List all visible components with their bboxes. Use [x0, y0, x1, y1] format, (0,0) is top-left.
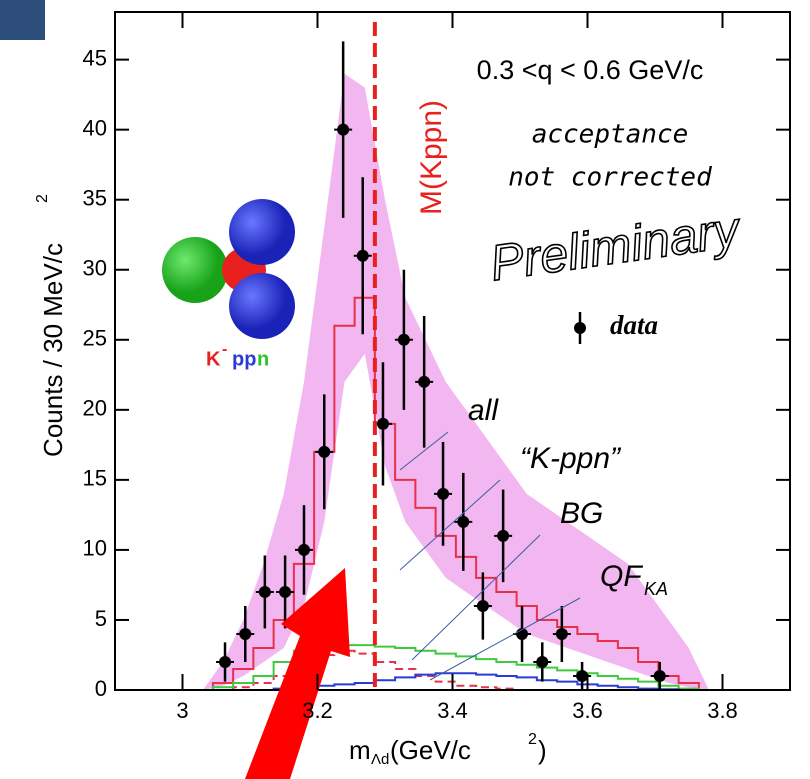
data-point — [437, 487, 450, 500]
data-point — [318, 445, 331, 458]
legend-label: all — [468, 394, 499, 427]
icon-label: pp — [232, 348, 256, 370]
y-tick-label: 10 — [83, 536, 107, 561]
arrow — [245, 568, 350, 779]
data-point — [418, 375, 431, 388]
molecule-icon: K - pp n — [162, 199, 295, 370]
x-axis-label: m — [349, 735, 371, 765]
x-axis-label: ) — [538, 735, 547, 765]
note: acceptance — [532, 120, 689, 150]
data-point — [497, 529, 510, 542]
data-point — [457, 515, 470, 528]
y-tick-label: 25 — [83, 326, 107, 351]
data-point — [576, 669, 589, 682]
x-tick-label: 3.2 — [302, 698, 333, 723]
x-tick-label: 3.4 — [437, 698, 468, 723]
y-axis-label: Counts / 30 MeV/c — [38, 243, 68, 457]
data-point — [356, 249, 369, 262]
data-point — [337, 123, 350, 136]
icon-label: K — [206, 348, 221, 370]
legend-pointer — [411, 534, 541, 661]
note: not corrected — [508, 163, 712, 193]
y-tick-label: 35 — [83, 186, 107, 211]
legend-pointer — [399, 479, 501, 571]
y-tick-label: 15 — [83, 466, 107, 491]
x-axis-label-sub: Λd — [371, 751, 389, 768]
data-point — [279, 585, 292, 598]
x-tick-label: 3.8 — [707, 698, 738, 723]
legend-label: QF — [600, 560, 643, 593]
icon-label: - — [222, 341, 227, 358]
x-tick-label: 3.6 — [572, 698, 603, 723]
legend-pointer — [429, 597, 581, 681]
histogram-line — [192, 649, 720, 691]
histogram-line — [192, 296, 720, 691]
data-point — [258, 585, 271, 598]
data-point — [376, 417, 389, 430]
data-point — [219, 655, 232, 668]
data-point — [298, 543, 310, 556]
icon-label: n — [257, 348, 269, 370]
data-point — [397, 333, 410, 346]
legend-label: data — [610, 310, 658, 340]
data-point — [536, 655, 549, 668]
legend-pointer — [399, 431, 449, 471]
x-axis-label-sup: 2 — [528, 731, 537, 748]
uncertainty-band — [202, 73, 709, 691]
y-axis-label-sup: 2 — [34, 194, 51, 203]
range-text: 0.3 <q < 0.6 GeV/c — [477, 55, 704, 85]
neutron-sphere — [162, 237, 228, 303]
y-tick-label: 45 — [83, 45, 107, 70]
proton-sphere — [229, 199, 295, 265]
plot-area — [192, 41, 720, 691]
x-tick-label: 3 — [176, 698, 188, 723]
data-point — [653, 669, 666, 682]
legend-label: BG — [560, 497, 603, 530]
y-tick-label: 20 — [83, 396, 107, 421]
corner-image — [0, 0, 45, 40]
x-axis-label: (GeV/c — [390, 735, 471, 765]
mass-label: M(Kppn) — [415, 100, 448, 215]
data-point — [476, 599, 489, 612]
legend-label: “K-ppn” — [520, 442, 622, 475]
y-tick-label: 30 — [83, 256, 107, 281]
watermark: Preliminary — [487, 201, 745, 292]
proton-sphere — [229, 273, 295, 339]
y-tick-label: 0 — [95, 676, 107, 701]
data-point — [555, 627, 568, 640]
data-point — [239, 627, 252, 640]
y-tick-label: 5 — [95, 606, 107, 631]
legend-label-sub: KA — [644, 579, 668, 599]
histogram-line — [192, 644, 720, 691]
y-tick-label: 40 — [83, 115, 107, 140]
